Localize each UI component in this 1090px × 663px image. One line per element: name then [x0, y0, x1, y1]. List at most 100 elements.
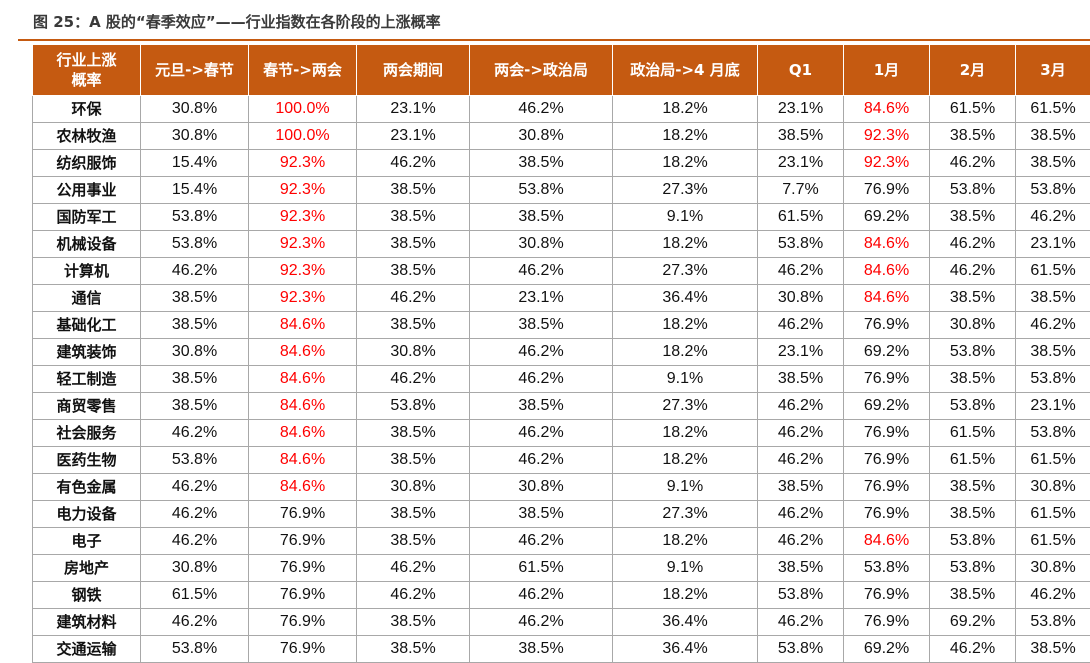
probability-cell: 7.7% [758, 177, 844, 204]
probability-cell: 9.1% [613, 204, 758, 231]
probability-cell: 18.2% [613, 312, 758, 339]
row-industry-label: 商贸零售 [33, 393, 141, 420]
probability-cell: 38.5% [758, 555, 844, 582]
probability-cell: 18.2% [613, 420, 758, 447]
probability-cell: 92.3% [249, 258, 357, 285]
probability-cell: 76.9% [844, 501, 930, 528]
row-industry-label: 电子 [33, 528, 141, 555]
probability-cell: 92.3% [249, 177, 357, 204]
probability-cell: 38.5% [930, 123, 1016, 150]
probability-cell: 46.2% [1016, 204, 1090, 231]
probability-cell: 46.2% [470, 609, 613, 636]
probability-cell: 38.5% [357, 231, 470, 258]
probability-cell: 84.6% [249, 474, 357, 501]
probability-cell: 84.6% [249, 393, 357, 420]
probability-cell: 76.9% [844, 177, 930, 204]
header-col: 2月 [930, 45, 1016, 96]
probability-cell: 92.3% [249, 204, 357, 231]
probability-cell: 38.5% [758, 123, 844, 150]
row-industry-label: 纺织服饰 [33, 150, 141, 177]
probability-cell: 69.2% [844, 636, 930, 663]
probability-cell: 46.2% [357, 555, 470, 582]
probability-cell: 23.1% [1016, 393, 1090, 420]
probability-cell: 61.5% [758, 204, 844, 231]
probability-cell: 36.4% [613, 609, 758, 636]
probability-cell: 38.5% [141, 366, 249, 393]
probability-cell: 92.3% [249, 231, 357, 258]
probability-cell: 76.9% [844, 609, 930, 636]
probability-cell: 61.5% [930, 420, 1016, 447]
row-industry-label: 国防军工 [33, 204, 141, 231]
probability-cell: 23.1% [758, 339, 844, 366]
probability-cell: 46.2% [758, 609, 844, 636]
probability-cell: 38.5% [470, 636, 613, 663]
row-industry-label: 轻工制造 [33, 366, 141, 393]
probability-cell: 46.2% [141, 609, 249, 636]
probability-cell: 84.6% [249, 339, 357, 366]
probability-cell: 53.8% [758, 231, 844, 258]
header-col: 3月 [1016, 45, 1090, 96]
probability-cell: 38.5% [470, 501, 613, 528]
row-industry-label: 公用事业 [33, 177, 141, 204]
row-industry-label: 医药生物 [33, 447, 141, 474]
figure-caption: 图 25：A 股的“春季效应”——行业指数在各阶段的上涨概率 [33, 10, 441, 34]
probability-cell: 18.2% [613, 231, 758, 258]
probability-cell: 76.9% [249, 582, 357, 609]
probability-cell: 18.2% [613, 339, 758, 366]
probability-cell: 30.8% [1016, 555, 1090, 582]
row-industry-label: 通信 [33, 285, 141, 312]
probability-cell: 38.5% [357, 636, 470, 663]
table-header-row: 行业上涨概率 元旦->春节 春节->两会 两会期间 两会->政治局 政治局->4… [33, 45, 1090, 96]
probability-cell: 38.5% [357, 447, 470, 474]
probability-cell: 53.8% [1016, 420, 1090, 447]
probability-cell: 30.8% [357, 339, 470, 366]
row-industry-label: 有色金属 [33, 474, 141, 501]
probability-cell: 38.5% [470, 393, 613, 420]
probability-cell: 18.2% [613, 123, 758, 150]
probability-cell: 76.9% [844, 474, 930, 501]
probability-cell: 76.9% [249, 609, 357, 636]
probability-cell: 38.5% [357, 204, 470, 231]
probability-cell: 23.1% [470, 285, 613, 312]
probability-cell: 38.5% [1016, 123, 1090, 150]
probability-cell: 18.2% [613, 447, 758, 474]
probability-cell: 38.5% [1016, 285, 1090, 312]
probability-cell: 38.5% [1016, 636, 1090, 663]
row-industry-label: 社会服务 [33, 420, 141, 447]
probability-cell: 46.2% [470, 258, 613, 285]
probability-cell: 46.2% [930, 231, 1016, 258]
header-col: 两会->政治局 [470, 45, 613, 96]
probability-cell: 69.2% [844, 393, 930, 420]
probability-cell: 46.2% [758, 447, 844, 474]
probability-cell: 61.5% [470, 555, 613, 582]
probability-cell: 30.8% [141, 555, 249, 582]
probability-cell: 38.5% [141, 393, 249, 420]
probability-cell: 53.8% [357, 393, 470, 420]
probability-cell: 53.8% [1016, 177, 1090, 204]
probability-cell: 76.9% [249, 636, 357, 663]
probability-cell: 27.3% [613, 501, 758, 528]
probability-cell: 76.9% [249, 528, 357, 555]
probability-cell: 46.2% [930, 636, 1016, 663]
probability-cell: 61.5% [1016, 528, 1090, 555]
probability-cell: 84.6% [249, 366, 357, 393]
probability-cell: 38.5% [141, 312, 249, 339]
probability-cell: 46.2% [141, 501, 249, 528]
probability-cell: 15.4% [141, 150, 249, 177]
probability-cell: 46.2% [470, 339, 613, 366]
probability-cell: 46.2% [930, 258, 1016, 285]
probability-cell: 53.8% [930, 555, 1016, 582]
probability-cell: 92.3% [249, 285, 357, 312]
row-industry-label: 房地产 [33, 555, 141, 582]
probability-cell: 76.9% [844, 312, 930, 339]
probability-cell: 53.8% [844, 555, 930, 582]
